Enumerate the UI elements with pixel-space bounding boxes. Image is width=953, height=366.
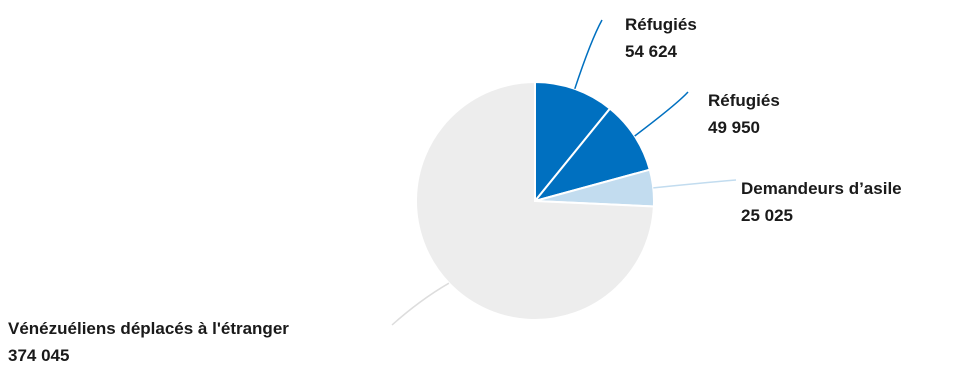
slice-label-value-0: 54 624 — [625, 42, 678, 61]
leader-line-3 — [391, 282, 450, 326]
pie-slice-1 — [532, 107, 652, 203]
leader-line-0 — [574, 19, 603, 90]
slice-label-value-2: 25 025 — [741, 206, 793, 225]
slice-label-value-1: 49 950 — [708, 118, 760, 137]
leader-line-1 — [634, 91, 689, 137]
slice-label-value-3: 374 045 — [8, 346, 69, 365]
pie-slice-3 — [415, 80, 655, 321]
pie-slice-0 — [534, 80, 612, 204]
slice-label-name-0: Réfugiés — [625, 15, 697, 34]
pie-slices — [415, 80, 655, 321]
leader-lines — [391, 19, 737, 326]
slice-label-name-1: Réfugiés — [708, 91, 780, 110]
slice-label-name-3: Vénézuéliens déplacés à l'étranger — [8, 319, 289, 338]
slice-label-name-2: Demandeurs d’asile — [741, 179, 902, 198]
leader-line-2 — [653, 179, 737, 189]
